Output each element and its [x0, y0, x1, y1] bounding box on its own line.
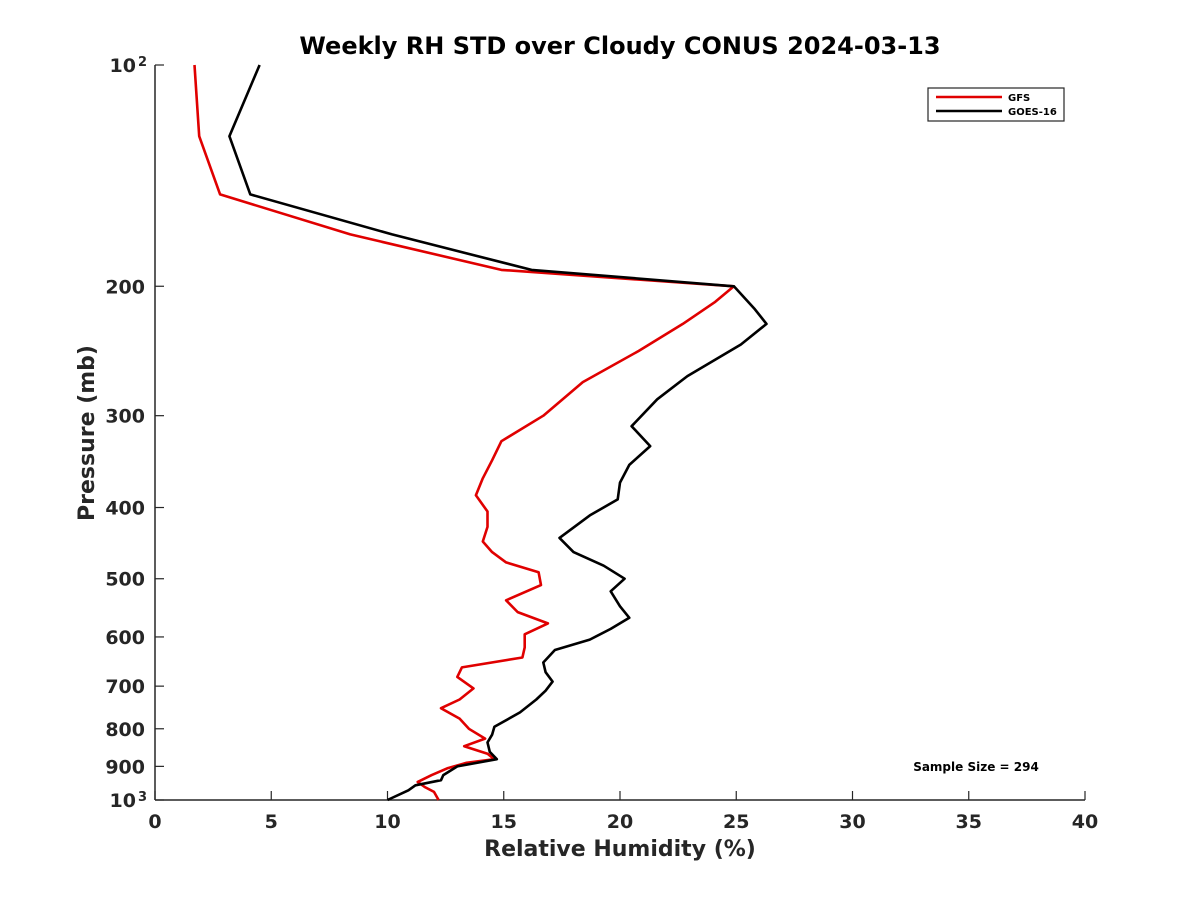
series-layer: [193, 64, 768, 802]
x-tick-label: 0: [148, 811, 161, 833]
x-tick-label: 5: [265, 811, 278, 833]
x-tick-label: 15: [491, 811, 517, 833]
x-axis-ticks: 0 5 10 15 20 25 30 35 40: [148, 791, 1098, 833]
legend-label-gfs: GFS: [1008, 93, 1030, 104]
y-tick-label-exponent: 2: [138, 55, 147, 70]
y-tick-label: 900: [105, 756, 145, 778]
chart-title: Weekly RH STD over Cloudy CONUS 2024-03-…: [299, 32, 940, 60]
x-tick-label: 35: [956, 811, 982, 833]
sample-size-annotation: Sample Size = 294: [913, 760, 1039, 774]
y-tick-label: 600: [105, 627, 145, 649]
y-tick-label: 10: [110, 55, 136, 77]
y-tick-label: 700: [105, 676, 145, 698]
y-tick-label: 10: [110, 790, 136, 812]
x-tick-label: 30: [839, 811, 865, 833]
x-tick-label: 25: [723, 811, 749, 833]
y-tick-label: 400: [105, 498, 145, 520]
y-tick-label: 500: [105, 569, 145, 591]
y-tick-label: 800: [105, 719, 145, 741]
x-axis-label: Relative Humidity (%): [484, 837, 756, 862]
y-tick-label: 300: [105, 406, 145, 428]
y-tick-label-exponent: 3: [138, 790, 147, 805]
legend: GFS GOES-16: [927, 87, 1065, 122]
plot-area: [154, 65, 1085, 801]
x-tick-label: 20: [607, 811, 633, 833]
y-tick-label-base: 10: [110, 55, 136, 77]
legend-label-goes16: GOES-16: [1008, 107, 1057, 118]
y-tick-label-base: 10: [110, 790, 136, 812]
x-tick-label: 40: [1072, 811, 1098, 833]
y-axis-label: Pressure (mb): [75, 345, 100, 521]
legend-box: [927, 87, 1065, 122]
y-tick-label: 200: [105, 276, 145, 298]
series-line-goes-16: [228, 64, 768, 802]
series-line-gfs: [193, 64, 736, 801]
x-tick-label: 10: [374, 811, 400, 833]
